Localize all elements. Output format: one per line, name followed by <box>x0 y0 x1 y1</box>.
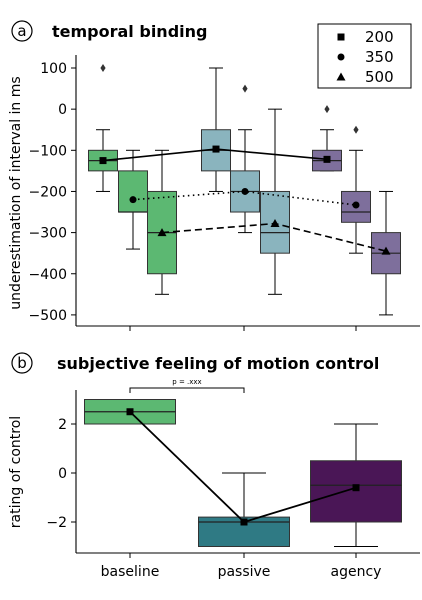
panel-b-ytick-label: −2 <box>46 515 67 531</box>
panel-a-label: a <box>17 22 26 40</box>
panel-a-legend-marker-500 <box>336 72 346 81</box>
panel-a-marker-350 <box>241 187 249 195</box>
panel-a-marker-350 <box>129 196 137 204</box>
panel-b-xtick-label-passive: passive <box>218 564 271 580</box>
panel-a-marker-200 <box>323 155 331 163</box>
panel-a-legend: 200 350 500 <box>317 23 412 89</box>
panel-a-legend-label-200: 200 <box>365 28 394 46</box>
panel-b-label: b <box>17 354 27 372</box>
panel-a-box-agency-350-flier <box>353 125 359 134</box>
panel-a-legend-marker-350 <box>337 53 345 61</box>
panel-b-box-agency-box <box>310 460 402 523</box>
panel-b-significance-bracket <box>129 387 245 393</box>
panel-a-legend-marker-200 <box>337 33 345 41</box>
panel-a-marker-500 <box>381 246 391 255</box>
panel-b-marker <box>126 408 134 416</box>
panel-b-title: subjective feeling of motion control <box>57 354 379 373</box>
panel-a-ytick-label: −500 <box>29 308 67 324</box>
panel-b-marker <box>240 518 248 526</box>
panel-b-significance-label: p = .xxx <box>172 378 201 386</box>
panel-b-ylabel: rating of control <box>8 416 24 528</box>
panel-a-ytick-label: −100 <box>29 143 67 159</box>
panel-a-legend-label-500: 500 <box>365 68 394 86</box>
panel-b-plot: 2 0 −2 baseline passive agency p = .xxx <box>46 378 420 580</box>
panel-a-ytick-label: 0 <box>58 102 67 118</box>
panel-a-ytick-label: −400 <box>29 267 67 283</box>
panel-a-ytick-label: −300 <box>29 226 67 242</box>
panel-a-box-baseline-350-box <box>118 170 148 213</box>
panel-b-ytick-label: 2 <box>58 417 67 433</box>
panel-a-ytick-label: 100 <box>40 61 67 77</box>
panel-a-legend-frame <box>317 23 412 89</box>
panel-a-box-baseline-200-flier <box>100 64 106 72</box>
panel-b-xtick-label-agency: agency <box>331 564 382 580</box>
panel-a-marker-350 <box>352 201 360 209</box>
panel-a-ylabel: underestimation of interval in ms <box>8 76 24 309</box>
panel-a-legend-label-350: 350 <box>365 48 394 66</box>
panel-a-title: temporal binding <box>52 22 207 41</box>
panel-b: b subjective feeling of motion control r… <box>8 352 420 580</box>
panel-a: a temporal binding underestimation of in… <box>8 20 420 331</box>
panel-b-ytick-label: 0 <box>58 466 67 482</box>
panel-a-marker-200 <box>212 145 220 153</box>
panel-a-badge <box>11 20 33 42</box>
panel-a-marker-500 <box>270 219 280 228</box>
panel-a-marker-200 <box>99 157 107 165</box>
panel-b-xtick-label-baseline: baseline <box>101 564 160 580</box>
panel-b-badge <box>11 352 33 374</box>
panel-b-marker <box>352 484 360 492</box>
panel-a-ytick-label: −200 <box>29 184 67 200</box>
panel-a-marker-500 <box>157 228 167 237</box>
panel-a-plot: 100 0 −100 −200 −300 −400 −500 200 350 500 <box>29 23 420 331</box>
panel-a-box-passive-350-flier <box>242 84 248 93</box>
panel-a-box-agency-200-flier <box>324 105 330 114</box>
